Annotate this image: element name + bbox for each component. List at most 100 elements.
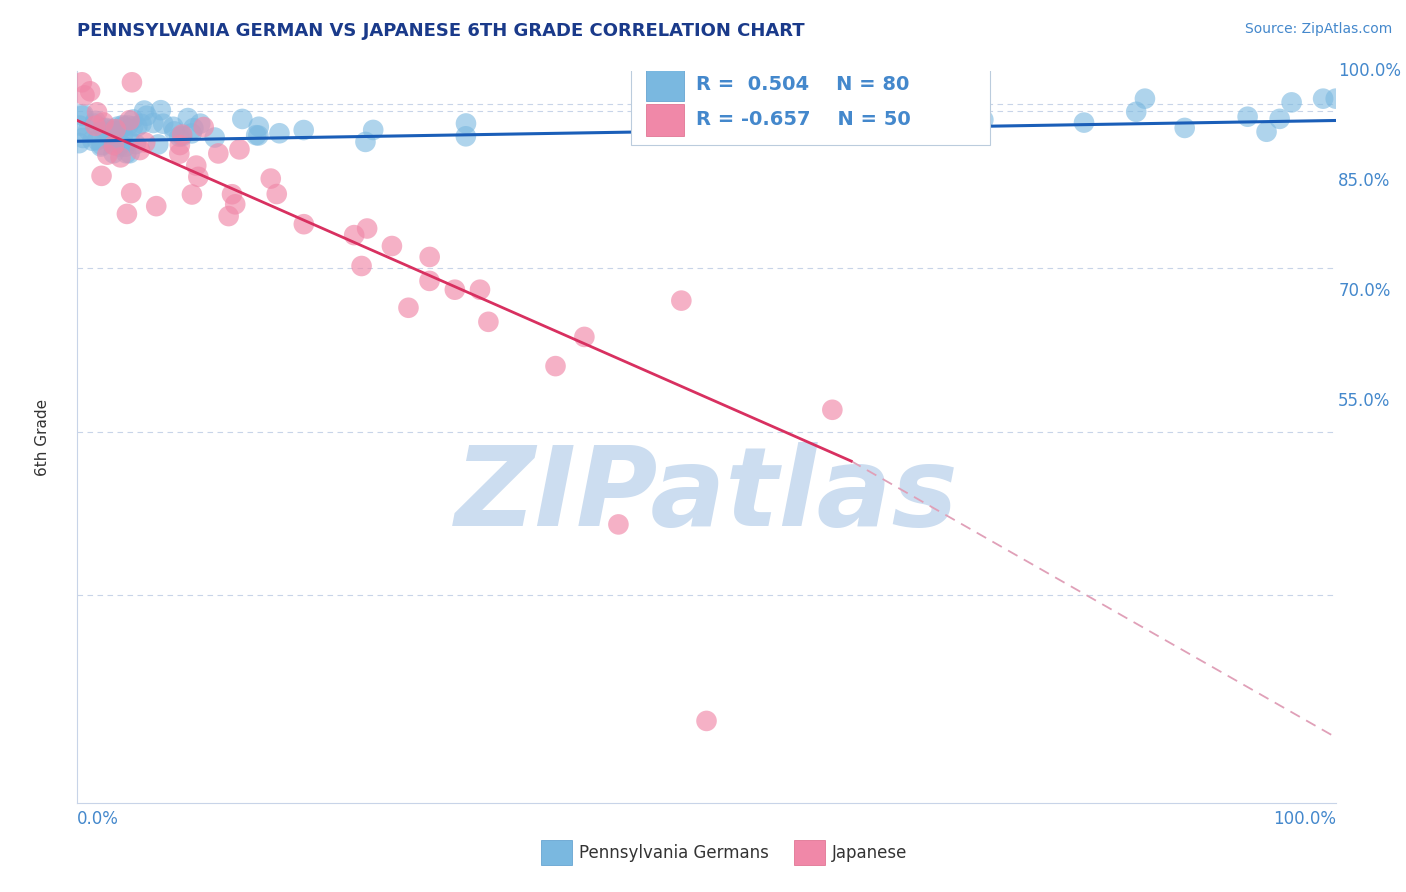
Point [112,120,135,134]
Point [398,301,420,315]
Point [149,103,172,118]
Point [247,128,270,143]
Point [356,221,378,235]
Point [72,131,94,145]
Point [107,124,129,138]
Point [454,129,477,144]
Point [821,402,844,417]
Point [163,124,186,138]
Point [218,209,240,223]
Point [111,118,134,132]
Point [574,330,596,344]
Point [110,137,132,152]
Point [129,143,152,157]
Point [84,113,107,128]
Text: Source: ZipAtlas.com: Source: ZipAtlas.com [1244,22,1392,37]
Point [1133,92,1156,106]
Point [1281,95,1303,110]
Point [118,146,141,161]
Point [169,129,191,144]
Point [115,207,138,221]
Point [221,187,243,202]
Point [188,117,211,131]
Point [1125,104,1147,119]
Point [181,187,204,202]
Point [101,136,124,151]
Point [96,147,118,161]
Point [959,95,981,110]
Point [100,124,122,138]
Point [114,140,136,154]
Point [661,118,683,132]
Point [72,107,94,121]
Point [148,137,170,152]
Point [187,169,209,184]
Point [115,146,138,161]
Point [142,116,165,130]
Point [93,115,115,129]
Point [696,714,718,728]
Point [172,129,194,144]
Point [122,120,145,134]
Text: 100.0%: 100.0% [1272,810,1336,828]
Point [104,122,127,136]
Point [1174,120,1197,135]
Point [70,75,93,89]
Point [942,118,965,132]
Text: 6th Grade: 6th Grade [35,399,49,475]
Point [231,112,253,126]
Point [145,199,167,213]
Point [103,146,125,161]
Text: R = -0.657    N = 50: R = -0.657 N = 50 [696,110,911,129]
Point [292,123,315,137]
Point [884,122,907,136]
Point [134,103,156,118]
Point [671,293,693,308]
Point [121,75,143,89]
Text: R =  0.504    N = 80: R = 0.504 N = 80 [696,75,910,94]
Point [183,121,205,136]
Point [725,105,748,120]
Point [292,217,315,231]
Point [177,111,200,125]
Point [1324,92,1347,106]
Point [180,127,202,141]
Bar [631,61,990,145]
Point [381,239,404,253]
Text: Japanese: Japanese [832,844,908,862]
Text: Pennsylvania Germans: Pennsylvania Germans [579,844,769,862]
Point [98,130,121,145]
Point [193,120,215,134]
Point [118,134,141,148]
Point [107,120,129,134]
Point [69,119,91,133]
Text: 100.0%: 100.0% [1339,62,1402,80]
Text: PENNSYLVANIA GERMAN VS JAPANESE 6TH GRADE CORRELATION CHART: PENNSYLVANIA GERMAN VS JAPANESE 6TH GRAD… [77,22,806,40]
Point [972,112,994,127]
Point [111,128,134,143]
Point [172,128,194,142]
Point [125,137,148,152]
Point [269,126,291,140]
Point [86,105,108,120]
Point [1073,115,1095,129]
Point [444,283,467,297]
Point [224,197,246,211]
Point [134,136,156,150]
Point [120,186,142,201]
Point [477,315,499,329]
Point [204,130,226,145]
Point [607,517,630,532]
Point [1256,125,1278,139]
Point [77,123,100,137]
Text: 85.0%: 85.0% [1339,172,1391,190]
Point [419,250,441,264]
Point [90,139,112,153]
Point [118,113,141,128]
Point [110,150,132,164]
Point [1312,92,1334,106]
Point [72,109,94,123]
Point [350,259,373,273]
Point [1236,110,1258,124]
Point [186,159,208,173]
